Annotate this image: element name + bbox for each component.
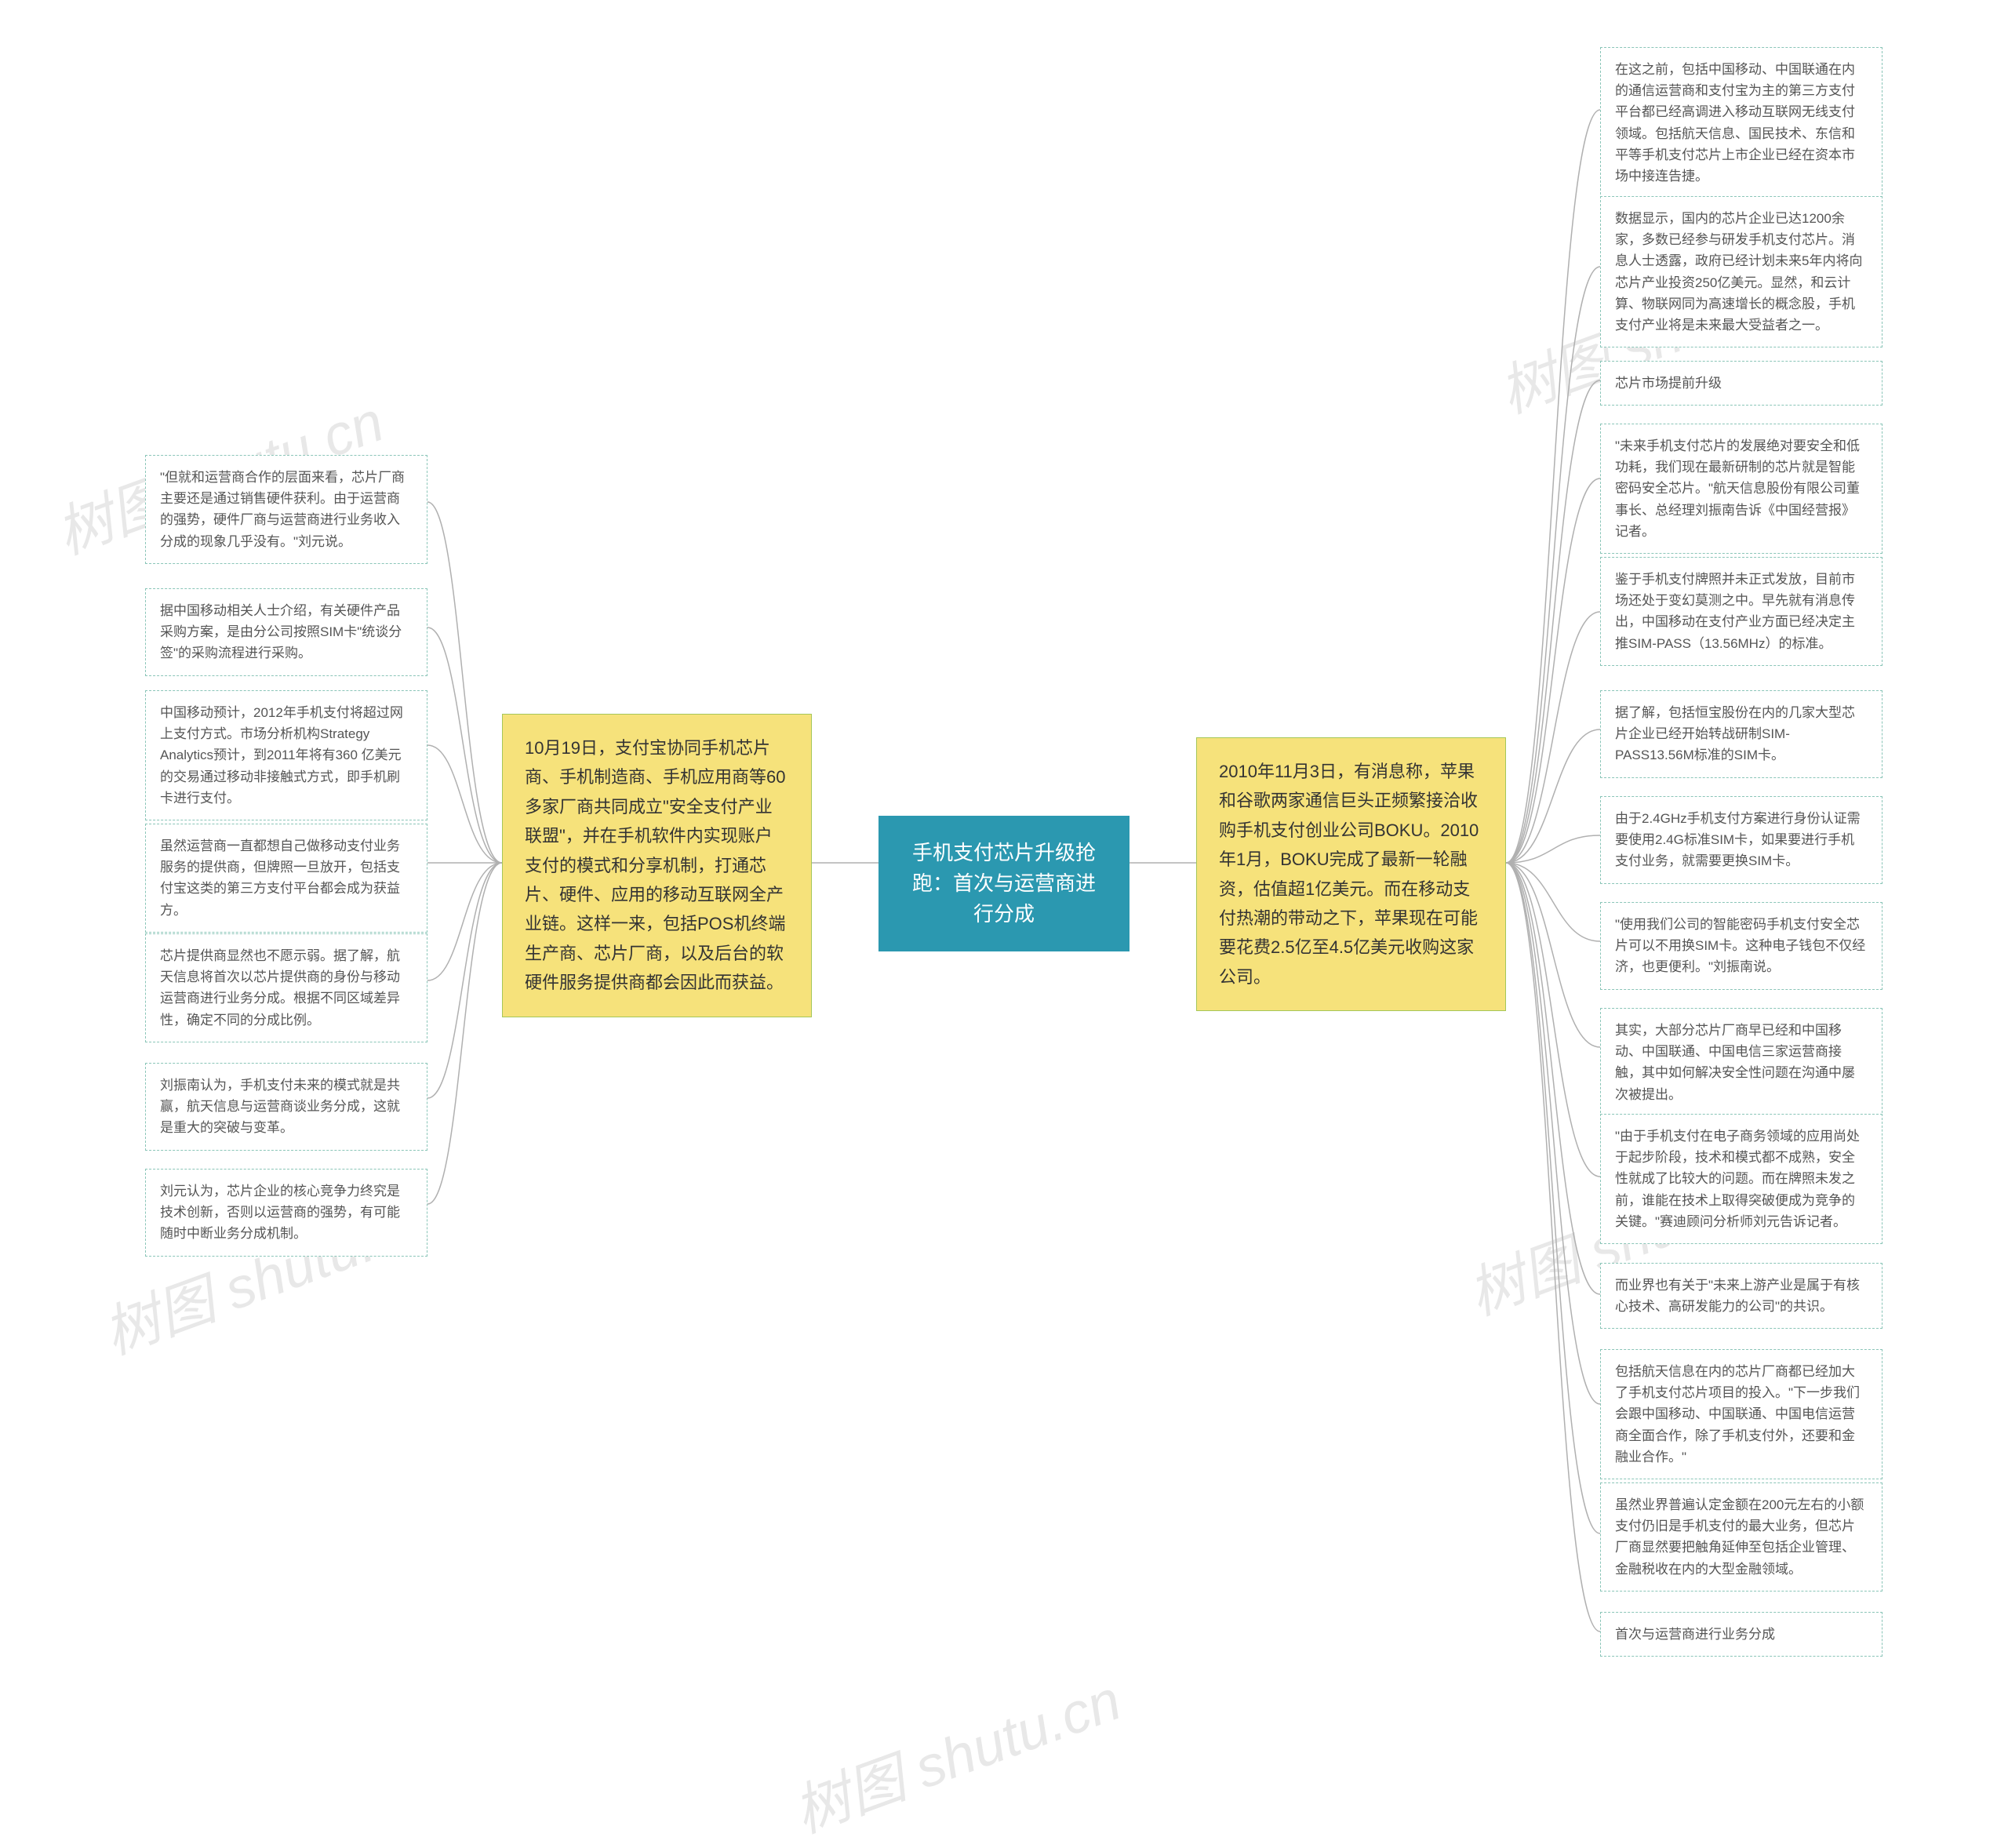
connector-lines	[0, 0, 2008, 1841]
mindmap-container: 手机支付芯片升级抢跑：首次与运营商进行分成 10月19日，支付宝协同手机芯片商、…	[0, 0, 2008, 1841]
